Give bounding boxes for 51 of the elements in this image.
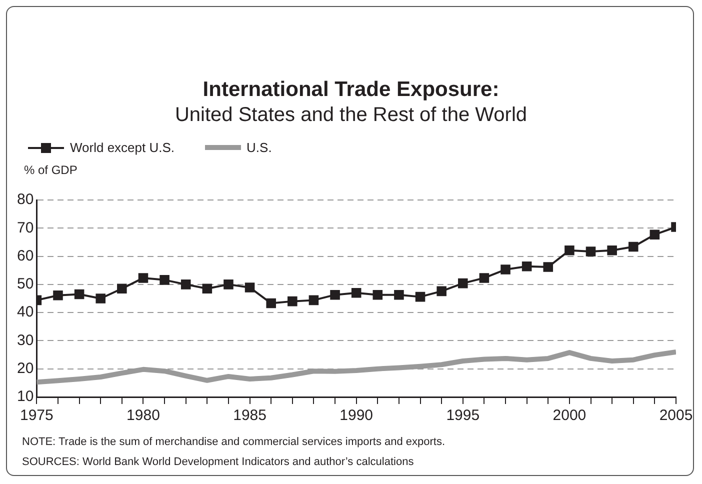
source-note: SOURCES: World Bank World Development Indicators and author’s calculations: [22, 456, 414, 468]
x-tick-label: 1985: [233, 407, 266, 424]
y-tick-label: 20: [16, 360, 34, 377]
point: [266, 298, 276, 308]
point: [224, 280, 234, 290]
y-tick-label: 40: [16, 304, 34, 321]
point: [351, 288, 362, 298]
x-tick-label: 1990: [340, 407, 374, 424]
y-tick-label: 70: [16, 219, 34, 236]
x-tick-label: 2005: [659, 407, 693, 424]
point: [138, 273, 148, 283]
point: [586, 246, 596, 256]
chart-title: International Trade Exposure:: [202, 78, 500, 102]
y-tick-label: 60: [16, 247, 34, 264]
point: [458, 278, 468, 288]
point: [500, 264, 510, 274]
x-tick-label: 1975: [20, 407, 54, 424]
legend-label: World except U.S.: [70, 140, 175, 155]
y-tick-label: 30: [16, 332, 34, 349]
y-axis-title: % of GDP: [24, 163, 78, 177]
point: [543, 262, 554, 272]
y-tick-label: 80: [16, 191, 34, 208]
point: [628, 242, 638, 252]
point: [372, 290, 383, 300]
x-tick-label: 1980: [126, 407, 160, 424]
chart-subtitle: United States and the Rest of the World: [174, 104, 528, 127]
point: [202, 284, 212, 294]
point: [117, 284, 127, 294]
point: [522, 262, 532, 272]
point: [308, 295, 319, 306]
point: [160, 275, 170, 285]
point: [180, 280, 191, 290]
x-tick-label: 1995: [446, 407, 480, 424]
point: [330, 290, 340, 300]
point: [53, 290, 63, 300]
point: [96, 294, 106, 304]
point: [564, 245, 574, 256]
y-tick-label: 10: [16, 388, 34, 406]
point: [244, 282, 255, 292]
x-tick-label: 2000: [552, 407, 586, 424]
point: [436, 286, 446, 296]
text: NOTE: Trade is the sum of merchandise and commercial services imports and exports.: [22, 436, 446, 448]
point: [479, 273, 490, 283]
legend-label: U.S.: [246, 140, 272, 155]
point: [394, 290, 404, 300]
point: [415, 292, 426, 302]
point: [607, 245, 617, 256]
point: [74, 289, 84, 300]
point: [650, 230, 660, 240]
y-tick-label: 50: [16, 276, 34, 293]
point: [288, 296, 298, 306]
